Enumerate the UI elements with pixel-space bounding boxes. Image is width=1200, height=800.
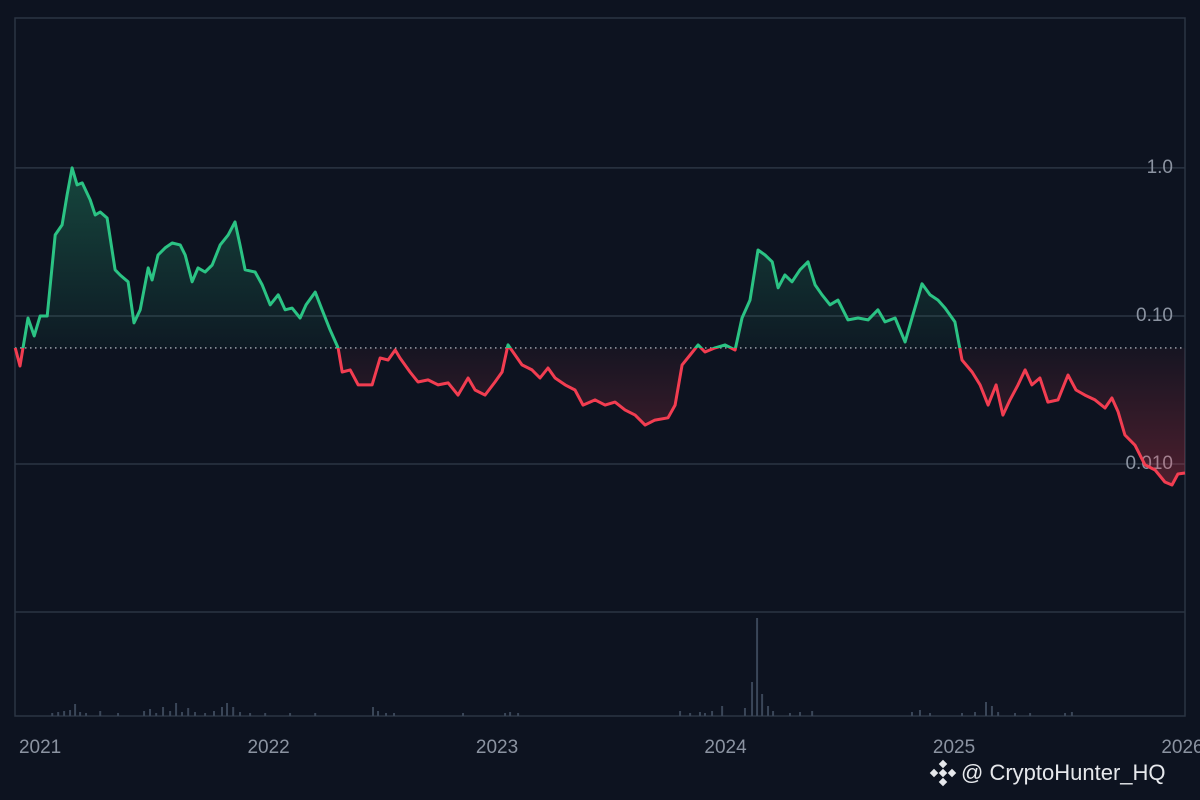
volume-bar	[155, 713, 158, 716]
volume-bar	[679, 711, 682, 716]
volume-bar	[239, 712, 242, 716]
volume-bar	[767, 706, 770, 716]
volume-bar	[204, 713, 207, 716]
x-tick-label: 2026	[1161, 737, 1200, 758]
x-tick-label: 2022	[247, 737, 289, 758]
volume-bar	[462, 713, 465, 716]
volume-bar	[772, 711, 775, 716]
y-tick-label: 0.10	[1136, 305, 1173, 326]
volume-bar	[69, 710, 72, 716]
volume-bar	[761, 694, 764, 716]
x-tick-label: 2021	[19, 737, 61, 758]
volume-bar	[63, 711, 66, 716]
volume-bar	[721, 706, 724, 716]
volume-bar	[929, 713, 932, 716]
volume-bar	[961, 713, 964, 716]
volume-bar	[788, 713, 791, 716]
volume-bar	[264, 713, 267, 716]
watermark-text: @ CryptoHunter_HQ	[961, 760, 1166, 785]
volume-bar	[910, 712, 913, 716]
volume-bar	[385, 713, 388, 716]
volume-bar	[74, 704, 77, 716]
volume-bar	[703, 713, 706, 716]
volume-bar	[756, 618, 759, 716]
volume-bar	[990, 706, 993, 716]
volume-bar	[79, 712, 82, 716]
volume-bar	[249, 713, 252, 716]
volume-bar	[187, 708, 190, 716]
volume-bar	[1070, 712, 1073, 716]
volume-bar	[175, 703, 178, 716]
x-tick-label: 2025	[933, 737, 975, 758]
volume-bar	[377, 711, 380, 716]
volume-bar	[517, 713, 520, 716]
volume-bar	[751, 682, 754, 716]
volume-bar	[974, 712, 977, 716]
volume-bar	[393, 713, 396, 716]
volume-bar	[997, 712, 1000, 716]
x-tick-label: 2023	[476, 737, 518, 758]
volume-bar	[799, 712, 802, 716]
volume-bar	[711, 711, 714, 716]
volume-bar	[1064, 713, 1067, 716]
volume-bar	[811, 711, 814, 716]
x-tick-label: 2024	[704, 737, 747, 758]
volume-bar	[1014, 713, 1017, 716]
watermark-icon	[929, 759, 957, 787]
price-line	[13, 166, 1186, 487]
watermark: @ CryptoHunter_HQ	[929, 759, 1166, 787]
volume-bar	[212, 711, 215, 716]
volume-bar	[504, 713, 507, 716]
volume-bar	[1029, 713, 1032, 716]
volume-bar	[918, 710, 921, 716]
volume-bar	[181, 712, 184, 716]
volume-bar	[743, 708, 746, 716]
volume-bar	[689, 713, 692, 716]
volume-bar	[985, 702, 988, 716]
y-tick-label: 1.0	[1147, 157, 1173, 178]
volume-bar	[169, 711, 172, 716]
volume-bar	[220, 707, 223, 716]
volume-bar	[372, 707, 375, 716]
volume-bar	[51, 713, 54, 716]
volume-bar	[85, 713, 88, 716]
volume-bar	[117, 713, 120, 716]
volume-bar	[289, 713, 292, 716]
volume-bar	[698, 712, 701, 716]
volume-bar	[162, 707, 165, 716]
volume-bar	[314, 713, 317, 716]
volume-bar	[509, 712, 512, 716]
volume-bar	[232, 707, 235, 716]
volume-bar	[57, 712, 60, 716]
volume-bar	[194, 712, 197, 716]
volume-bar	[99, 711, 102, 716]
volume-bar	[149, 709, 152, 716]
volume-bar	[143, 711, 146, 716]
volume-bar	[226, 703, 229, 716]
baseline-area	[15, 167, 1186, 485]
